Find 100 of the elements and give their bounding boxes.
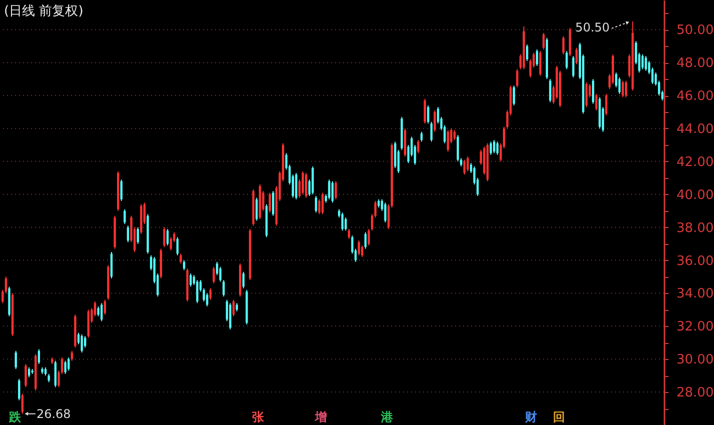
candlestick bbox=[38, 348, 40, 365]
candlestick bbox=[592, 78, 594, 104]
candlestick bbox=[314, 196, 318, 213]
candlestick bbox=[466, 156, 469, 172]
candlestick bbox=[64, 360, 66, 374]
candlestick bbox=[94, 300, 96, 317]
candlestick bbox=[163, 226, 166, 248]
candlestick bbox=[575, 47, 578, 65]
candlestick bbox=[334, 180, 337, 200]
candlestick bbox=[272, 190, 274, 216]
candlestick bbox=[585, 82, 588, 108]
candlestick bbox=[374, 200, 376, 218]
candlestick bbox=[126, 225, 130, 243]
candlestick bbox=[54, 360, 57, 388]
candlestick bbox=[387, 204, 390, 230]
annotation: 回 bbox=[553, 410, 565, 424]
candlestick bbox=[493, 140, 496, 154]
candlestick bbox=[104, 299, 106, 316]
candlestick bbox=[4, 276, 8, 294]
candlestick bbox=[28, 366, 30, 378]
candlestick bbox=[420, 131, 423, 142]
candlestick bbox=[229, 302, 232, 330]
candlestick bbox=[394, 141, 396, 169]
candlestick bbox=[368, 228, 370, 246]
candlestick bbox=[70, 350, 74, 362]
candlestick bbox=[348, 228, 350, 240]
candlestick bbox=[526, 44, 528, 62]
candlestick bbox=[68, 356, 70, 372]
candlestick bbox=[463, 159, 466, 176]
candlestick bbox=[222, 280, 225, 298]
candlestick bbox=[446, 130, 450, 152]
y-tick-label: 44.00 bbox=[676, 122, 714, 137]
candlestick bbox=[344, 216, 347, 232]
candlestick bbox=[322, 192, 324, 215]
candlestick bbox=[370, 214, 374, 232]
candlestick bbox=[166, 228, 169, 246]
candlestick bbox=[566, 50, 568, 70]
candlestick bbox=[384, 202, 386, 223]
candlestick bbox=[97, 306, 100, 317]
candlestick bbox=[331, 180, 334, 204]
candlestick bbox=[361, 244, 364, 258]
candlestick bbox=[490, 141, 492, 156]
y-tick-label: 36.00 bbox=[676, 254, 714, 269]
annotation: 50.50 bbox=[575, 20, 610, 34]
candlestick bbox=[216, 261, 218, 276]
candlestick bbox=[622, 80, 624, 98]
candlestick bbox=[539, 50, 542, 76]
annotation: 跌 bbox=[8, 410, 22, 424]
candlestick bbox=[120, 179, 122, 202]
candlestick bbox=[364, 232, 367, 250]
candlestick bbox=[605, 93, 608, 116]
candlestick bbox=[624, 80, 628, 98]
candlestick bbox=[549, 78, 552, 103]
candlestick bbox=[536, 48, 538, 66]
y-tick-label: 34.00 bbox=[676, 286, 714, 302]
chart-title: (日线 前复权) bbox=[4, 4, 84, 19]
candlestick bbox=[268, 192, 271, 213]
candlestick bbox=[453, 130, 456, 141]
candlestick bbox=[100, 302, 103, 322]
y-tick-label: 30.00 bbox=[676, 352, 714, 368]
candlestick bbox=[182, 260, 186, 271]
y-tick-label: 48.00 bbox=[676, 56, 714, 72]
candlestick bbox=[206, 292, 208, 307]
candlestick bbox=[232, 299, 235, 317]
candlestick bbox=[358, 240, 360, 256]
candlestick bbox=[618, 76, 621, 94]
candlestick bbox=[572, 56, 574, 78]
candlestick bbox=[14, 350, 17, 370]
y-tick-label: 28.00 bbox=[676, 386, 714, 401]
candlestick bbox=[641, 54, 644, 70]
candlestick bbox=[256, 197, 258, 222]
candlestick bbox=[110, 252, 113, 279]
candlestick bbox=[436, 106, 440, 124]
candlestick bbox=[2, 289, 4, 304]
annotation: 张 bbox=[252, 410, 265, 424]
candlestick bbox=[212, 266, 215, 284]
candlestick bbox=[341, 212, 344, 232]
y-tick-label: 32.00 bbox=[676, 320, 714, 335]
candlestick bbox=[644, 56, 647, 72]
annotation: 港 bbox=[380, 410, 394, 424]
annotation: 增 bbox=[314, 410, 327, 424]
candlestick bbox=[434, 110, 436, 132]
y-tick-label: 46.00 bbox=[676, 89, 714, 104]
candlestick bbox=[136, 226, 139, 244]
candlestick bbox=[190, 272, 192, 288]
candlestick bbox=[180, 253, 182, 264]
candlestick bbox=[295, 172, 298, 200]
candlestick bbox=[18, 378, 20, 401]
candlestick bbox=[424, 98, 426, 124]
candlestick bbox=[542, 32, 545, 50]
candlestick bbox=[430, 121, 433, 142]
candlestick bbox=[318, 198, 320, 215]
y-tick-label: 42.00 bbox=[676, 154, 714, 170]
y-tick-label: 38.00 bbox=[676, 220, 714, 236]
candlestick bbox=[80, 334, 83, 354]
candlestick bbox=[512, 85, 516, 106]
candlestick bbox=[595, 93, 598, 111]
candlestick bbox=[328, 179, 330, 200]
candlestick bbox=[302, 170, 304, 195]
annotation: 26.68 bbox=[36, 406, 71, 421]
